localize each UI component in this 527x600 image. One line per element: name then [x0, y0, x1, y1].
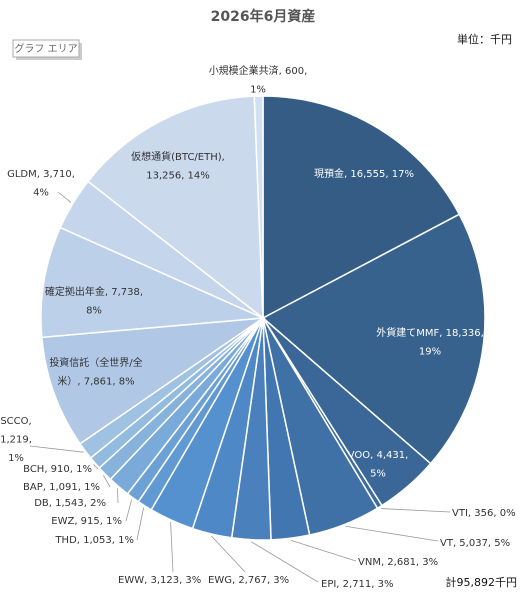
data-label: VTI, 356, 0% — [452, 508, 516, 519]
data-label-line: EPI, 2,711, 3% — [321, 579, 394, 590]
chart-title: 2026年6月資産 — [211, 8, 316, 25]
data-label-line: 現預金, 16,555, 17% — [314, 167, 414, 180]
leader-line — [103, 474, 111, 488]
leader-line — [211, 535, 246, 573]
data-label-line: GLDM, 3,710, — [7, 169, 75, 180]
area-label: グラフ エリア — [14, 42, 77, 55]
data-label: VT, 5,037, 5% — [440, 538, 510, 549]
data-label-line: 1,219, — [0, 435, 32, 446]
data-label: VOO, 4,431, 5% — [348, 450, 409, 480]
data-label-line: 1% — [250, 85, 266, 96]
leader-line — [125, 499, 133, 522]
data-label-line: DB, 1,543, 2% — [34, 498, 106, 509]
data-label-line: EWW, 3,123, 3% — [118, 575, 201, 586]
leader-line — [93, 464, 99, 470]
data-label-line: SCCO, — [0, 416, 31, 427]
data-label-line: VT, 5,037, 5% — [440, 538, 510, 549]
data-label-line: 19% — [419, 347, 441, 358]
data-label: 現預金, 16,555, 17% — [314, 167, 414, 180]
data-label: EWG, 2,767, 3% — [208, 575, 289, 586]
data-label: BAP, 1,091, 1% — [23, 482, 100, 493]
leader-line — [29, 445, 84, 453]
data-label-line: VTI, 356, 0% — [452, 508, 516, 519]
data-label: BCH, 910, 1% — [23, 464, 92, 475]
data-label-line: 小規模企業共済, 600, — [209, 64, 308, 77]
leader-line — [170, 522, 174, 573]
pie-slice — [261, 213, 486, 465]
data-label-line: EWG, 2,767, 3% — [208, 575, 289, 586]
data-label: THD, 1,053, 1% — [54, 535, 134, 546]
data-label-line: 13,256, 14% — [146, 171, 210, 182]
leader-line — [57, 191, 72, 203]
data-label: 外貨建てMMF, 18,336, 19% — [376, 326, 484, 358]
data-label-line: 4% — [33, 188, 49, 199]
data-label-line: 1% — [8, 453, 24, 464]
data-label: 確定拠出年金, 7,738, 8% — [45, 285, 143, 317]
pie-slice — [262, 95, 461, 320]
data-label: SCCO, 1,219, 1% — [0, 416, 32, 464]
data-label-line: 外貨建てMMF, 18,336, — [376, 326, 484, 339]
data-label-line: THD, 1,053, 1% — [54, 535, 134, 546]
data-label-line: 5% — [370, 469, 386, 480]
pie-slice — [41, 317, 266, 445]
pie-slice — [40, 226, 266, 339]
data-label-line: 投資信託（全世界/全 — [49, 356, 142, 369]
data-label-line: 仮想通貨(BTC/ETH), — [131, 150, 225, 163]
unit-text: 単位：千円 — [457, 32, 512, 46]
data-label: DB, 1,543, 2% — [34, 498, 106, 509]
data-label: VNM, 2,681, 3% — [358, 557, 438, 568]
leader-line — [380, 508, 451, 513]
pie-slice — [253, 95, 264, 319]
data-label-line: EWZ, 915, 1% — [51, 516, 122, 527]
data-label-line: 8% — [86, 306, 102, 317]
data-label: 仮想通貨(BTC/ETH), 13,256, 14% — [131, 150, 225, 182]
data-label-line: VNM, 2,681, 3% — [358, 557, 438, 568]
data-label-line: VOO, 4,431, — [348, 450, 409, 461]
data-label-line: BAP, 1,091, 1% — [23, 482, 100, 493]
pie-slice — [86, 95, 264, 320]
leader-line — [250, 541, 319, 583]
data-label: 小規模企業共済, 600, 1% — [209, 64, 308, 96]
leader-line — [290, 539, 357, 562]
leader-line — [136, 507, 145, 541]
data-label-line: 米）, 7,861, 8% — [57, 375, 134, 388]
area-label-box — [12, 39, 80, 58]
data-label: GLDM, 3,710, 4% — [7, 169, 75, 199]
data-label-line: BCH, 910, 1% — [23, 464, 92, 475]
total-text: 計95,892千円 — [446, 575, 518, 589]
data-label-line: 確定拠出年金, 7,738, — [45, 285, 143, 298]
data-label: 投資信託（全世界/全米）, 7,861, 8% — [49, 356, 142, 388]
data-label: EWZ, 915, 1% — [51, 516, 122, 527]
data-label: EWW, 3,123, 3% — [118, 575, 201, 586]
leader-line — [345, 525, 439, 542]
data-label: EPI, 2,711, 3% — [321, 579, 394, 590]
